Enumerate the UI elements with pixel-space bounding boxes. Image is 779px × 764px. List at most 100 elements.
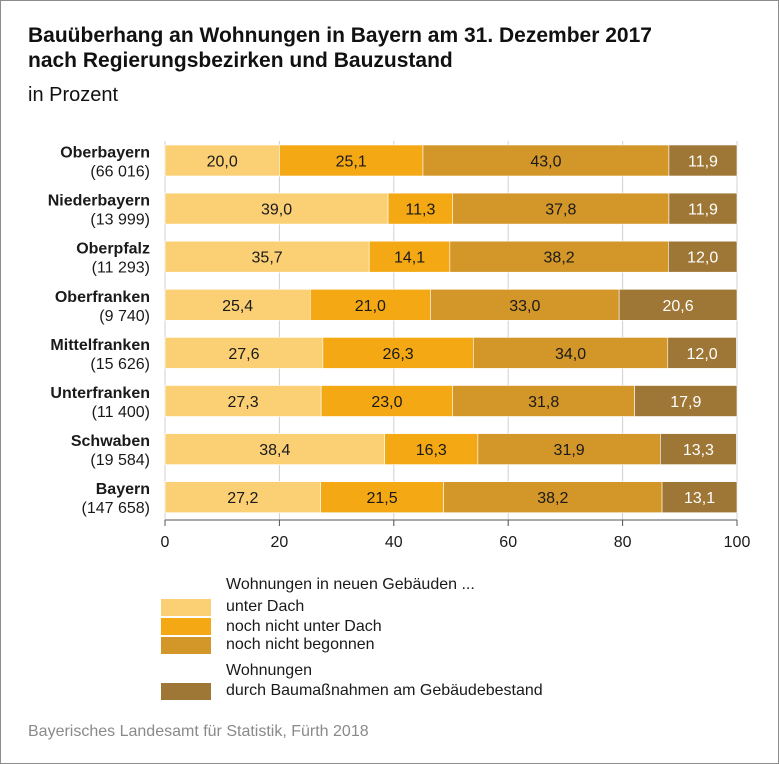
bar-value-label: 12,0 [687, 250, 718, 267]
bar-value-label: 11,3 [405, 202, 435, 219]
category-count: (15 626) [90, 356, 150, 373]
title-line-2: nach Regierungsbezirken und Bauzustand [28, 49, 453, 72]
bar-segment [164, 337, 324, 369]
bar-segment [279, 144, 424, 177]
category-count: (19 584) [90, 452, 150, 469]
bar-segment [668, 240, 738, 273]
bar-value-label: 27,3 [228, 394, 259, 411]
bar-segment [452, 192, 670, 225]
source-note: Bayerisches Landesamt für Statistik, Für… [28, 723, 369, 740]
legend-swatch-noch-nicht-begonnen [161, 637, 211, 654]
bar-value-label: 26,3 [383, 346, 414, 363]
legend-swatch-noch-nicht-unter-dach [161, 618, 211, 635]
bar-value-label: 12,0 [687, 346, 718, 363]
bar-segment [660, 433, 737, 465]
bar-value-label: 13,3 [683, 442, 714, 459]
category-count: (11 293) [92, 260, 150, 277]
bar-value-label: 20,6 [663, 298, 694, 315]
bar-segment [661, 481, 738, 514]
bar-segment [387, 192, 454, 225]
bar-value-label: 27,6 [228, 346, 259, 363]
bar-value-label: 34,0 [555, 346, 586, 363]
bar-segment [164, 385, 322, 417]
bar-value-label: 13,1 [684, 490, 715, 507]
x-tick-label: 60 [499, 534, 517, 551]
category-label: Schwaben [71, 433, 150, 450]
bar-value-label: 11,9 [688, 154, 718, 171]
bar-value-label: 27,2 [227, 490, 258, 507]
bar-segment [473, 337, 669, 369]
bar-segment [443, 481, 663, 514]
x-tick-label: 20 [271, 534, 289, 551]
bar-segment [368, 240, 451, 273]
category-label: Unterfranken [50, 385, 150, 402]
bar-segment [668, 192, 738, 225]
bar-value-label: 31,8 [528, 394, 559, 411]
legend-swatch-baumassnahmen [161, 683, 211, 700]
bar-value-label: 21,5 [367, 490, 398, 507]
legend-label-baumassnahmen: durch Baumaßnahmen am Gebäudebestand [226, 682, 543, 699]
category-count: (66 016) [90, 164, 150, 181]
chart-title: Bauüberhang an Wohnungen in Bayern am 31… [28, 23, 768, 73]
bar-value-label: 11,9 [688, 202, 718, 219]
bar-segment [449, 240, 669, 273]
category-label: Oberpfalz [76, 241, 150, 258]
bar-value-label: 21,0 [355, 298, 386, 315]
bar-value-label: 16,3 [416, 442, 447, 459]
bar-segment [634, 385, 738, 417]
bar-value-label: 23,0 [371, 394, 402, 411]
bar-value-label: 35,7 [252, 250, 283, 267]
bar-segment [164, 288, 311, 321]
bar-value-label: 20,0 [207, 154, 238, 171]
x-tick-label: 0 [161, 534, 170, 551]
bar-segment [668, 144, 738, 177]
bar-segment [322, 337, 474, 369]
bar-segment [618, 288, 738, 321]
category-label: Oberbayern [60, 145, 150, 162]
x-tick-label: 100 [724, 534, 751, 551]
bar-value-label: 25,4 [222, 298, 253, 315]
bar-segment [422, 144, 670, 177]
bar-value-label: 17,9 [670, 394, 701, 411]
category-count: (9 740) [99, 308, 150, 325]
bar-value-label: 14,1 [394, 250, 425, 267]
category-label: Bayern [96, 481, 150, 498]
bar-value-label: 38,2 [537, 490, 568, 507]
bar-segment [384, 433, 479, 465]
legend-group-title-existing: Wohnungen [226, 662, 312, 679]
category-count: (147 658) [82, 500, 151, 517]
category-label: Mittelfranken [50, 337, 150, 354]
bar-value-label: 39,0 [261, 202, 292, 219]
x-tick-label: 80 [614, 534, 632, 551]
category-count: (11 400) [92, 404, 150, 421]
stacked-bar-chart: 0 20 40 60 80 100 Oberbayern (66 016) 20,0 25,1 43… [48, 141, 751, 551]
bar-value-label: 38,2 [544, 250, 575, 267]
legend-label-unter-dach: unter Dach [226, 598, 305, 615]
bar-segment [667, 337, 737, 369]
legend-label-noch-nicht-begonnen: noch nicht begonnen [226, 636, 375, 653]
bar-value-label: 38,4 [259, 442, 290, 459]
bar-segment [452, 385, 635, 417]
x-tick-label: 40 [385, 534, 403, 551]
bar-segment [477, 433, 661, 465]
bar-value-label: 25,1 [336, 154, 367, 171]
bar-segment [164, 433, 385, 465]
category-count: (13 999) [90, 212, 150, 229]
legend-label-noch-nicht-unter-dach: noch nicht unter Dach [226, 618, 382, 635]
bar-segment [309, 288, 431, 321]
legend-swatch-unter-dach [161, 599, 211, 616]
bar-value-label: 31,9 [554, 442, 585, 459]
bar-segment [320, 385, 454, 417]
bar-segment [164, 144, 280, 177]
legend-group-title-new-buildings: Wohnungen in neuen Gebäuden ... [226, 576, 475, 593]
bar-value-label: 33,0 [509, 298, 540, 315]
bar-segment [164, 481, 321, 514]
title-line-1: Bauüberhang an Wohnungen in Bayern am 31… [28, 24, 652, 47]
category-label: Niederbayern [48, 193, 150, 210]
bar-value-label: 43,0 [530, 154, 561, 171]
bar-segment [430, 288, 620, 321]
category-label: Oberfranken [55, 289, 150, 306]
chart-subtitle: in Prozent [28, 84, 119, 106]
bar-value-label: 37,8 [545, 202, 576, 219]
